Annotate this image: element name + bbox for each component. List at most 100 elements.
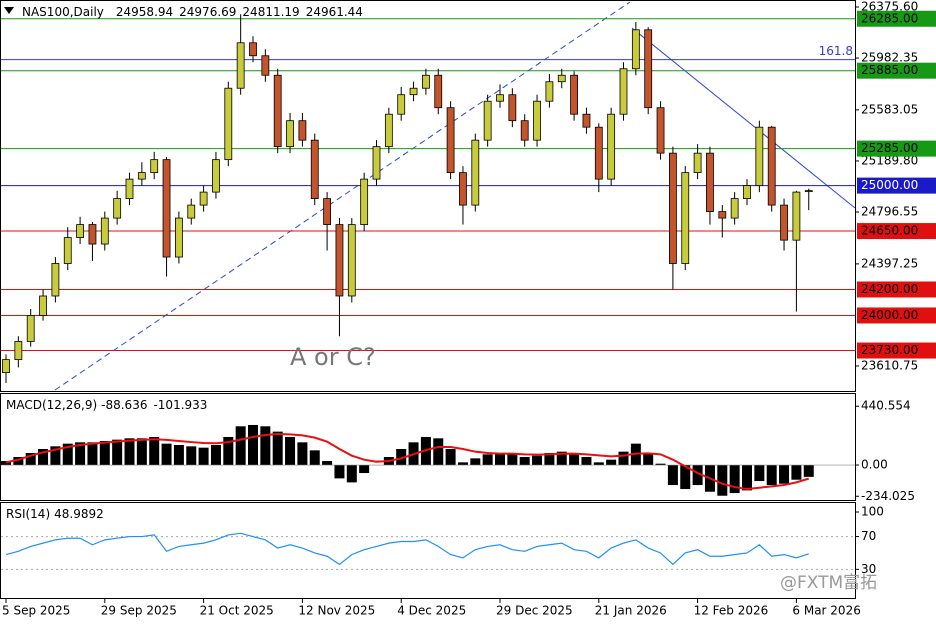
candle-body bbox=[137, 172, 146, 180]
candle-body bbox=[755, 126, 764, 187]
candle-body bbox=[372, 146, 381, 180]
candle-body bbox=[113, 198, 122, 219]
macd-bar bbox=[173, 444, 184, 466]
y-tick-label: 25583.05 bbox=[861, 102, 918, 116]
candle-body bbox=[644, 29, 653, 109]
y-tick-label: 100 bbox=[861, 505, 884, 519]
macd-bar bbox=[593, 462, 604, 466]
macd-bar bbox=[186, 446, 197, 466]
macd-bar bbox=[766, 465, 777, 486]
level-label: 25885.00 bbox=[861, 63, 918, 77]
macd-bar bbox=[581, 457, 592, 466]
macd-bar bbox=[50, 446, 61, 466]
x-tick-label: 12 Nov 2025 bbox=[298, 604, 375, 618]
symbol: NAS100,Daily bbox=[22, 5, 104, 19]
candle-body bbox=[310, 139, 319, 199]
y-tick-label: 26375.60 bbox=[861, 0, 918, 13]
chart-header: NAS100,Daily 24958.94 24976.69 24811.19 2496… bbox=[22, 5, 363, 19]
candle-body bbox=[125, 178, 134, 199]
macd-bar bbox=[779, 465, 790, 484]
candle-body bbox=[446, 107, 455, 174]
candle-body bbox=[323, 198, 332, 225]
candle-body bbox=[88, 224, 97, 245]
x-tick-label: 12 Feb 2026 bbox=[694, 604, 769, 618]
x-tick-label: 21 Jan 2026 bbox=[595, 604, 667, 618]
candle-body bbox=[421, 74, 430, 89]
candle-body bbox=[150, 159, 159, 174]
candle-body bbox=[669, 152, 677, 264]
candle-body bbox=[26, 315, 35, 342]
macd-bar bbox=[692, 465, 703, 486]
candle-body bbox=[570, 74, 578, 115]
annotation: A or C? bbox=[290, 343, 376, 371]
candle-body bbox=[681, 172, 690, 264]
candle-body bbox=[236, 42, 245, 89]
macd-bar bbox=[322, 461, 333, 466]
rsi-header: RSI(14) 48.9892 bbox=[6, 507, 104, 521]
y-tick-label: 24397.25 bbox=[861, 256, 918, 270]
candle-body bbox=[384, 113, 393, 148]
macd-bar bbox=[754, 465, 765, 482]
candle-body bbox=[63, 237, 72, 264]
y-tick-label: 440.554 bbox=[861, 399, 911, 413]
y-tick-label: 25982.35 bbox=[861, 51, 918, 65]
candle-body bbox=[693, 152, 702, 174]
trendline bbox=[631, 27, 856, 209]
macd-bar bbox=[507, 454, 518, 466]
trendline-dashed bbox=[54, 1, 631, 391]
macd-bar bbox=[346, 465, 357, 483]
candle-body bbox=[286, 120, 294, 148]
level-label-box bbox=[857, 140, 936, 157]
macd-bar bbox=[235, 426, 246, 466]
macd-bar bbox=[161, 443, 172, 466]
candle-body bbox=[730, 198, 739, 219]
candle-body bbox=[631, 29, 640, 70]
candle-body bbox=[397, 94, 406, 115]
x-tick-label: 5 Sep 2025 bbox=[2, 604, 70, 618]
candle-body bbox=[459, 172, 467, 206]
macd-bar bbox=[445, 449, 456, 466]
macd-bar bbox=[803, 465, 814, 477]
level-label: 26285.00 bbox=[861, 11, 918, 25]
macd-bar bbox=[13, 457, 24, 466]
candle-body bbox=[619, 68, 628, 115]
candle-body bbox=[792, 191, 801, 241]
macd-bar bbox=[791, 465, 802, 480]
x-tick-label: 6 Mar 2026 bbox=[792, 604, 860, 618]
macd-bar bbox=[25, 453, 36, 466]
macd-bar bbox=[75, 442, 86, 466]
candle-body bbox=[520, 120, 529, 141]
y-tick-label: 0.00 bbox=[861, 458, 888, 472]
candle-body bbox=[780, 204, 788, 241]
candle-body bbox=[174, 217, 183, 258]
level-label-box bbox=[857, 62, 936, 79]
candle-body bbox=[39, 295, 47, 316]
candle-body bbox=[594, 126, 603, 180]
candle-body bbox=[743, 185, 751, 199]
rsi-line bbox=[5, 532, 809, 566]
macd-label: MACD(12,26,9) bbox=[6, 398, 97, 412]
macd-bar bbox=[717, 465, 728, 496]
rsi-label: RSI(14) bbox=[6, 507, 50, 521]
macd-bar bbox=[359, 465, 370, 474]
candle-body bbox=[51, 263, 60, 297]
candle-body bbox=[224, 87, 233, 161]
level-label-box bbox=[857, 223, 936, 240]
macd-bar bbox=[433, 438, 444, 466]
macd-bar bbox=[62, 443, 73, 466]
macd-bar bbox=[149, 436, 160, 466]
candle-body bbox=[718, 211, 727, 219]
macd-bar bbox=[297, 442, 308, 466]
macd-bar bbox=[309, 450, 320, 466]
macd-bar bbox=[1, 461, 11, 466]
price-pane bbox=[0, 0, 856, 392]
signal-line bbox=[5, 433, 810, 491]
macd-bar bbox=[210, 444, 221, 466]
level-label: 24650.00 bbox=[861, 224, 918, 238]
candle-body bbox=[335, 224, 344, 297]
header-open: 24958.94 bbox=[116, 5, 173, 19]
macd-bar bbox=[643, 453, 654, 466]
level-label: 25000.00 bbox=[861, 178, 918, 192]
macd-bar bbox=[87, 442, 98, 466]
